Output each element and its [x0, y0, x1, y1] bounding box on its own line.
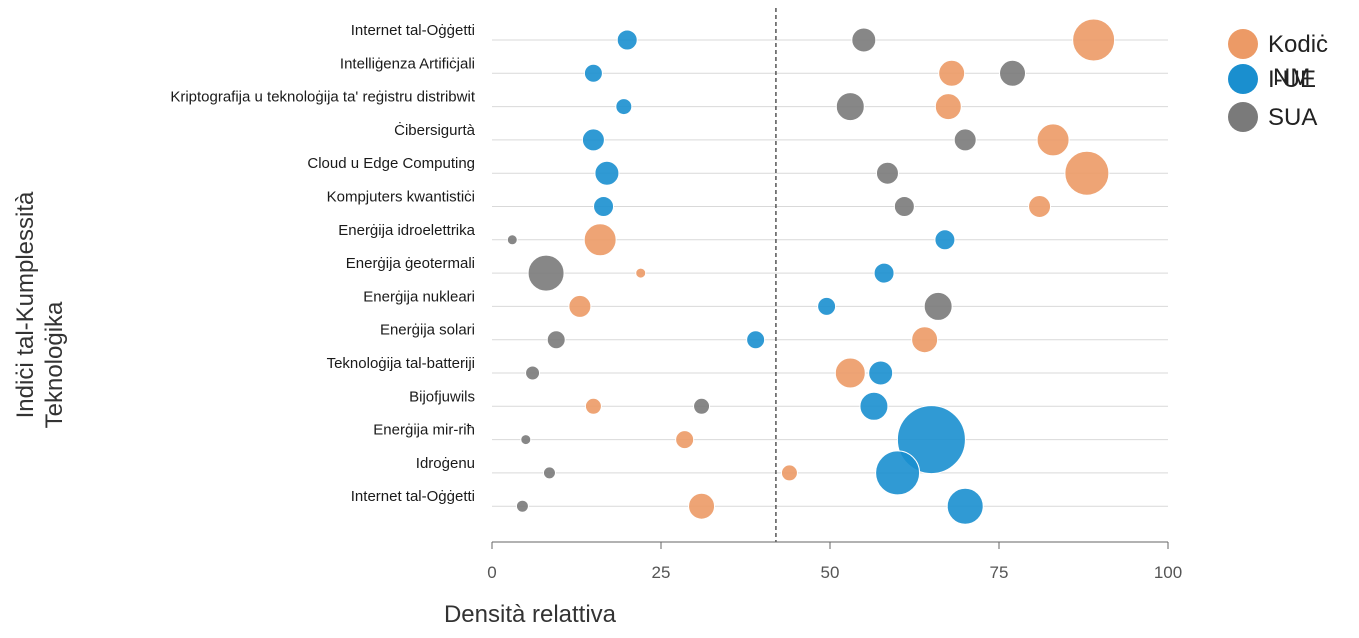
bubble-point	[568, 294, 592, 318]
bubble-point	[520, 434, 532, 446]
bubble-point	[923, 291, 953, 321]
bubble-point	[515, 499, 529, 513]
x-tick-label: 25	[652, 563, 671, 582]
y-axis-title: Indiċi tal-Kumplessità Teknoloġika	[12, 191, 68, 428]
bubble-point	[953, 128, 977, 152]
x-tick-label: 75	[990, 563, 1009, 582]
category-labels: Internet tal-Oġġetti Intelliġenza Artifiċ…	[170, 22, 476, 505]
bubble-point	[859, 391, 889, 421]
category-label: Cloud u Edge Computing	[307, 155, 475, 172]
bubble-point	[1064, 150, 1110, 196]
bubble-point	[1036, 123, 1070, 157]
legend-item-sua[interactable]: SUA	[1228, 102, 1317, 132]
bubble-point	[875, 161, 899, 185]
legend-marker-i-ue	[1228, 64, 1258, 94]
bubble-point	[999, 59, 1027, 87]
bubble-point	[616, 29, 638, 51]
bubble-point	[946, 487, 984, 525]
bubble-point	[693, 397, 711, 415]
bubble-point	[835, 92, 865, 122]
legend-item-i-ue[interactable]: I-UE NM	[1228, 64, 1316, 94]
legend-label-kodic: Kodiċ	[1268, 31, 1328, 58]
bubble-point	[675, 430, 695, 450]
bubble-point	[934, 229, 956, 251]
x-tick-label: 100	[1154, 563, 1182, 582]
x-tick-label: 50	[821, 563, 840, 582]
category-label: Teknoloġija tal-batteriji	[327, 355, 475, 372]
category-label: Internet tal-Oġġetti	[351, 488, 475, 505]
bubble-point	[1028, 195, 1052, 218]
legend-marker-sua	[1228, 102, 1258, 132]
bubble-point	[593, 196, 615, 217]
legend: Kodiċ I-UE NM SUA	[1228, 29, 1328, 132]
bubble-point	[584, 397, 602, 415]
category-label: Enerġija ġeotermali	[346, 255, 475, 272]
category-label: Enerġija mir-riħ	[373, 422, 475, 439]
bubble-point	[688, 492, 716, 520]
bubble-point	[780, 464, 798, 482]
bubbles	[506, 18, 1116, 525]
legend-label-sua: SUA	[1268, 104, 1317, 131]
bubble-point	[527, 254, 565, 292]
category-label: Kriptografija u teknoloġija ta' reġistru…	[170, 89, 476, 106]
category-label: Intelliġenza Artifiċjali	[340, 55, 475, 72]
category-label: Idroġenu	[416, 455, 475, 472]
category-label: Enerġija nukleari	[363, 288, 475, 305]
category-label: Internet tal-Oġġetti	[351, 22, 475, 39]
bubble-point	[542, 466, 556, 480]
bubble-point	[834, 357, 866, 389]
bubble-point	[911, 326, 939, 354]
legend-label-i-ue: I-UE	[1268, 66, 1316, 93]
legend-marker-kodic	[1228, 29, 1258, 59]
x-axis-ticks: 0 25 50 75 100	[487, 542, 1182, 582]
bubble-point	[746, 330, 766, 350]
bubble-point	[583, 223, 617, 257]
bubble-point	[635, 267, 647, 279]
category-label: Bijofjuwils	[409, 388, 475, 405]
bubble-point	[875, 450, 921, 496]
category-label: Enerġija idroelettrika	[338, 222, 475, 239]
category-label: Kompjuters kwantistiċi	[327, 189, 475, 206]
bubble-point	[873, 262, 895, 284]
bubble-point	[938, 59, 966, 87]
bubble-point	[1072, 18, 1116, 62]
bubble-point	[594, 160, 620, 186]
gridlines	[492, 39, 1168, 507]
bubble-point	[615, 98, 633, 116]
legend-label-overlap: NM	[1273, 64, 1310, 91]
bubble-point	[583, 63, 603, 83]
category-label: Enerġija solari	[380, 322, 475, 339]
bubble-point	[893, 196, 915, 217]
bubble-point	[581, 128, 605, 152]
bubble-point	[851, 27, 877, 53]
category-label: Ċibersigurtà	[394, 121, 476, 139]
y-axis-title-line-2: Teknoloġika	[41, 301, 68, 428]
bubble-point	[525, 365, 541, 381]
y-axis-title-line-1: Indiċi tal-Kumplessità	[12, 191, 39, 418]
bubble-point	[868, 360, 894, 386]
x-axis-title: Densità relattiva	[444, 601, 617, 628]
bubble-point	[546, 330, 566, 350]
bubble-point	[896, 405, 966, 475]
x-tick-label: 0	[487, 563, 496, 582]
bubble-point	[506, 234, 518, 246]
legend-item-kodic[interactable]: Kodiċ	[1228, 29, 1328, 59]
bubble-point	[934, 93, 962, 121]
bubble-point	[817, 296, 837, 316]
